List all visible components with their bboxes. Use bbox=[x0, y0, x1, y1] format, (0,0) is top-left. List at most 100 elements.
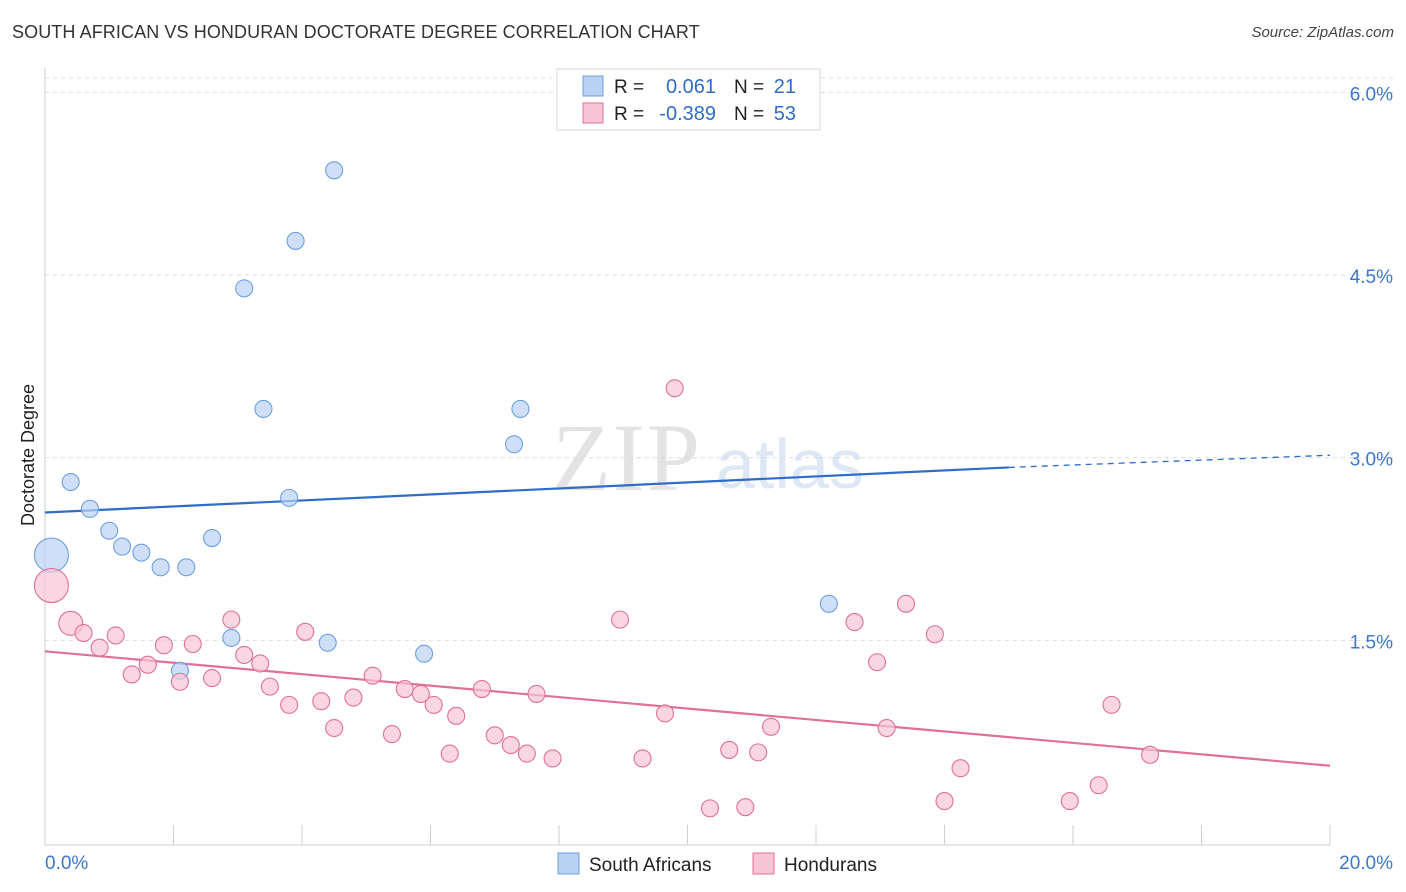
y-tick-label-0: 1.5% bbox=[1350, 632, 1393, 653]
chart-title: SOUTH AFRICAN VS HONDURAN DOCTORATE DEGR… bbox=[12, 22, 700, 42]
hondurans-point-22 bbox=[395, 679, 414, 699]
hondurans-point-47 bbox=[935, 792, 954, 811]
south-africans-point-17 bbox=[415, 644, 434, 663]
hondurans-point-40 bbox=[749, 743, 768, 762]
y-axis-label: Doctorate Degree bbox=[18, 384, 38, 526]
south-africans-point-7 bbox=[177, 558, 196, 577]
hondurans-point-23 bbox=[411, 684, 430, 703]
legend-n-label-2: N = bbox=[734, 104, 764, 125]
hondurans-point-34 bbox=[633, 749, 652, 768]
hondurans-point-45 bbox=[896, 594, 916, 613]
hondurans-point-6 bbox=[138, 655, 157, 674]
legend-swatch-south-africans bbox=[582, 75, 604, 97]
hondurans-point-16 bbox=[296, 622, 315, 641]
legend-n-value-1: 21 bbox=[774, 76, 796, 98]
x-tick-label-1: 20.0% bbox=[1339, 853, 1393, 874]
hondurans-point-8 bbox=[170, 672, 189, 691]
hondurans-trend-line bbox=[44, 650, 1331, 767]
hondurans-point-4 bbox=[106, 626, 125, 645]
south-africans-point-6 bbox=[151, 558, 170, 577]
hondurans-point-50 bbox=[1089, 776, 1108, 795]
hondurans-point-2 bbox=[74, 623, 93, 643]
hondurans-point-35 bbox=[655, 704, 675, 723]
south-africans-point-13 bbox=[280, 488, 299, 507]
south-africans-point-12 bbox=[254, 399, 273, 419]
stats-legend: R = 0.061 N = 21 R = -0.389 N = 53 bbox=[556, 68, 821, 131]
hondurans-point-33 bbox=[610, 610, 630, 629]
hondurans-point-39 bbox=[736, 798, 755, 817]
hondurans-point-10 bbox=[203, 669, 222, 688]
south-africans-point-5 bbox=[132, 543, 151, 562]
south-africans-point-8 bbox=[203, 528, 222, 548]
hondurans-point-36 bbox=[665, 379, 684, 398]
watermark-atlas: atlas bbox=[716, 425, 864, 503]
south-africans-point-1 bbox=[61, 472, 80, 492]
legend-n-label-1: N = bbox=[734, 77, 764, 98]
series-legend: South Africans Hondurans bbox=[557, 852, 877, 876]
south-africans-point-14 bbox=[286, 231, 305, 250]
south-africans-point-4 bbox=[113, 537, 132, 556]
south-africans-point-0 bbox=[33, 537, 69, 573]
south-africans-point-9 bbox=[222, 628, 241, 647]
hondurans-point-5 bbox=[122, 665, 141, 684]
hondurans-point-51 bbox=[1102, 695, 1121, 714]
south-africans-point-15 bbox=[325, 161, 344, 180]
south-africans-point-16 bbox=[318, 633, 337, 652]
hondurans-point-52 bbox=[1141, 745, 1160, 764]
legend-n-value-2: 53 bbox=[774, 103, 796, 125]
legend-r-value-2: -0.389 bbox=[659, 103, 716, 125]
hondurans-point-46 bbox=[925, 625, 944, 644]
hondurans-point-30 bbox=[517, 744, 536, 763]
south-africans-point-11 bbox=[235, 279, 254, 298]
hondurans-point-0 bbox=[33, 567, 69, 604]
hondurans-point-44 bbox=[877, 718, 896, 738]
hondurans-point-21 bbox=[382, 725, 402, 744]
south-africans-trend-extension bbox=[1008, 454, 1331, 469]
hondurans-point-15 bbox=[280, 695, 299, 714]
hondurans-point-25 bbox=[440, 744, 459, 763]
hondurans-point-12 bbox=[235, 645, 254, 665]
y-tick-label-2: 4.5% bbox=[1350, 267, 1393, 288]
hondurans-point-43 bbox=[867, 653, 887, 672]
source-label: Source: ZipAtlas.com bbox=[1251, 24, 1394, 41]
data-points bbox=[33, 161, 1160, 818]
south-africans-point-20 bbox=[819, 594, 838, 613]
x-tick-label-0: 0.0% bbox=[45, 853, 88, 874]
hondurans-point-18 bbox=[325, 718, 344, 738]
series-legend-south-africans: South Africans bbox=[589, 855, 712, 876]
hondurans-point-20 bbox=[363, 666, 382, 685]
south-africans-point-3 bbox=[100, 521, 119, 540]
hondurans-point-42 bbox=[845, 613, 864, 632]
legend-r-value-1: 0.061 bbox=[666, 76, 716, 98]
hondurans-point-31 bbox=[527, 684, 546, 703]
hondurans-point-37 bbox=[700, 799, 720, 818]
hondurans-point-3 bbox=[90, 638, 109, 657]
south-africans-point-19 bbox=[511, 399, 530, 419]
y-tick-label-3: 6.0% bbox=[1350, 84, 1393, 105]
y-tick-label-1: 3.0% bbox=[1350, 450, 1393, 471]
south-africans-trend-line bbox=[44, 466, 1009, 514]
hondurans-point-32 bbox=[543, 749, 562, 768]
hondurans-point-24 bbox=[424, 695, 443, 714]
hondurans-point-27 bbox=[472, 679, 491, 699]
hondurans-point-17 bbox=[312, 692, 331, 711]
hondurans-point-49 bbox=[1060, 792, 1079, 811]
hondurans-point-14 bbox=[260, 677, 279, 696]
legend-r-label-1: R = bbox=[614, 77, 644, 98]
hondurans-point-28 bbox=[485, 726, 504, 745]
hondurans-point-48 bbox=[951, 759, 970, 778]
hondurans-point-29 bbox=[501, 736, 520, 755]
legend-swatch-hondurans bbox=[582, 102, 604, 124]
hondurans-point-38 bbox=[720, 740, 739, 759]
hondurans-point-11 bbox=[222, 610, 241, 629]
hondurans-point-9 bbox=[183, 634, 202, 654]
hondurans-point-41 bbox=[761, 717, 781, 736]
south-africans-point-2 bbox=[80, 499, 100, 518]
tick-labels: 1.5% 3.0% 4.5% 6.0% 0.0% 20.0% bbox=[45, 84, 1393, 874]
legend-r-label-2: R = bbox=[614, 104, 644, 125]
hondurans-point-13 bbox=[251, 654, 270, 673]
hondurans-point-7 bbox=[154, 636, 173, 655]
series-legend-swatch-hondurans bbox=[752, 852, 775, 875]
hondurans-point-19 bbox=[344, 688, 363, 707]
